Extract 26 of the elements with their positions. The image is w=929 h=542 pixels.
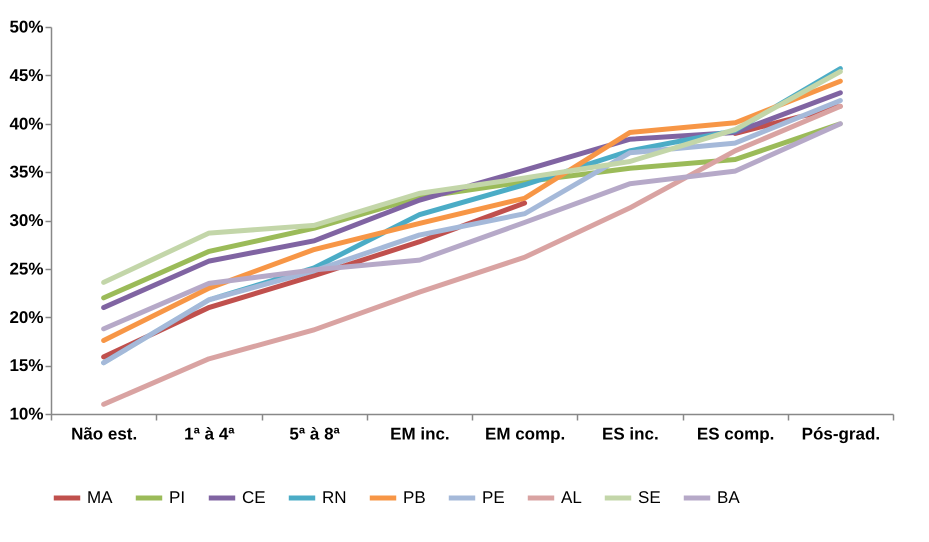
y-tick-label: 45% [9, 66, 44, 85]
x-tick-label: 1ª à 4ª [184, 424, 236, 444]
y-tick-label: 10% [9, 404, 44, 424]
y-tick-label: 25% [9, 259, 44, 278]
x-tick-label: EM comp. [484, 424, 566, 444]
legend-label: PI [169, 488, 186, 507]
y-tick-label: 30% [9, 211, 44, 230]
y-tick-label: 35% [9, 162, 44, 182]
x-tick-label: ES inc. [602, 424, 659, 444]
y-tick-label: 15% [9, 356, 44, 376]
legend-label: PB [403, 488, 426, 507]
x-tick-label: ES comp. [696, 424, 774, 444]
legend-label: RN [322, 488, 347, 507]
x-tick-label: Não est. [71, 424, 138, 444]
x-tick-label: EM inc. [390, 424, 450, 444]
legend-label: SE [638, 488, 661, 507]
x-tick-label: 5ª à 8ª [289, 424, 341, 444]
legend-label: MA [87, 488, 114, 507]
legend-label: BA [717, 488, 740, 507]
legend-label: CE [242, 488, 266, 507]
legend-label: AL [561, 488, 582, 507]
y-tick-label: 50% [9, 18, 44, 36]
y-tick-label: 20% [9, 308, 44, 327]
legend-label: PE [482, 488, 505, 507]
x-tick-label: Pós-grad. [802, 424, 880, 444]
y-tick-label: 40% [9, 114, 44, 134]
